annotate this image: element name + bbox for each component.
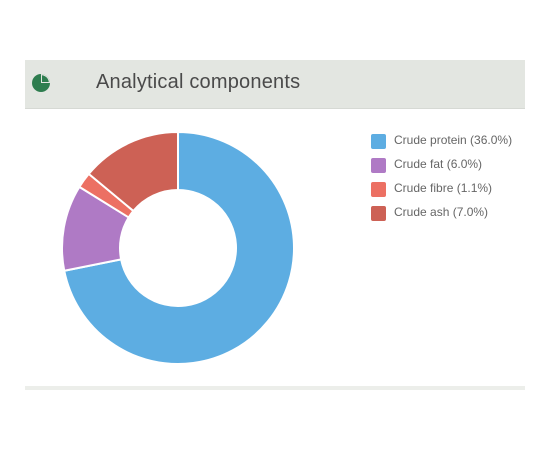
legend-swatch <box>371 134 386 149</box>
slice-crude-protein <box>63 130 295 365</box>
legend-label: Crude ash (7.0%) <box>394 205 489 219</box>
legend-label: Crude fibre (1.1%) <box>394 181 493 195</box>
donut-chart <box>61 130 295 365</box>
legend-swatch <box>371 182 386 197</box>
pie-chart-icon <box>32 74 50 92</box>
legend-swatch <box>371 158 386 173</box>
legend-label: Crude fat (6.0%) <box>394 157 483 171</box>
analytical-components-panel: Analytical components Crude protein (36.… <box>25 60 525 390</box>
panel-title: Analytical components <box>96 71 301 93</box>
slice-crude-ash <box>87 130 179 213</box>
panel-header: Analytical components <box>25 60 525 109</box>
panel-footer <box>25 386 525 390</box>
legend-swatch <box>371 206 386 221</box>
legend-label: Crude protein (36.0%) <box>394 133 513 147</box>
